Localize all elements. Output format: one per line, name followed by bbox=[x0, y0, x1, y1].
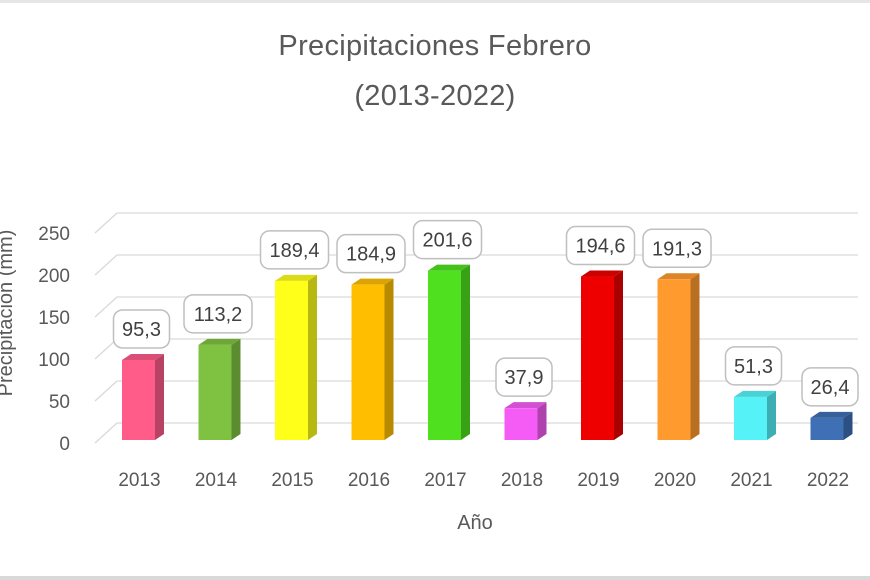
y-tick-label: 200 bbox=[38, 266, 70, 287]
bar-2020 bbox=[657, 273, 700, 440]
bar-2013 bbox=[122, 353, 164, 440]
svg-text:95,3: 95,3 bbox=[122, 319, 161, 341]
x-axis-title: Año bbox=[457, 512, 493, 534]
y-tick-label: 100 bbox=[38, 350, 70, 371]
x-tick-label: 2015 bbox=[271, 470, 313, 491]
data-label-2013: 95,3 bbox=[112, 309, 171, 349]
data-label-2016: 184,9 bbox=[336, 233, 406, 274]
svg-text:26,4: 26,4 bbox=[811, 377, 850, 399]
svg-text:201,6: 201,6 bbox=[422, 230, 472, 252]
chart-subtitle: (2013-2022) bbox=[354, 80, 516, 112]
x-tick-label: 2013 bbox=[118, 470, 160, 491]
bar-2016 bbox=[351, 278, 394, 440]
x-tick-label: 2016 bbox=[348, 470, 390, 491]
svg-text:113,2: 113,2 bbox=[194, 304, 243, 326]
x-tick-label: 2022 bbox=[807, 470, 849, 491]
x-tick-label: 2020 bbox=[654, 470, 696, 491]
data-label-2017: 201,6 bbox=[412, 219, 483, 260]
svg-text:194,6: 194,6 bbox=[575, 236, 625, 258]
bar-2015 bbox=[275, 274, 317, 440]
y-tick-label: 0 bbox=[59, 434, 70, 455]
bar-2022 bbox=[810, 411, 853, 440]
data-label-2020: 191,3 bbox=[642, 228, 712, 269]
y-tick-label: 50 bbox=[49, 392, 70, 413]
svg-text:189,4: 189,4 bbox=[269, 240, 319, 262]
bar-2014 bbox=[198, 338, 241, 440]
bar-2019 bbox=[581, 270, 623, 440]
svg-text:51,3: 51,3 bbox=[734, 356, 773, 378]
data-label-2019: 194,6 bbox=[565, 225, 636, 266]
gridline bbox=[94, 212, 858, 234]
x-tick-label: 2014 bbox=[195, 470, 238, 491]
data-label-2014: 113,2 bbox=[183, 294, 253, 334]
svg-text:184,9: 184,9 bbox=[346, 244, 396, 266]
y-tick-label: 150 bbox=[38, 308, 70, 329]
chart-title: Precipitaciones Febrero bbox=[278, 30, 592, 62]
bar-2018 bbox=[504, 402, 547, 440]
x-tick-label: 2019 bbox=[577, 470, 619, 491]
y-tick-label: 250 bbox=[38, 224, 70, 245]
data-label-2021: 51,3 bbox=[724, 346, 783, 386]
data-label-2015: 189,4 bbox=[259, 230, 330, 270]
bar-2021 bbox=[734, 390, 776, 440]
x-tick-label: 2021 bbox=[730, 470, 772, 491]
x-tick-label: 2018 bbox=[501, 470, 543, 491]
data-label-2018: 37,9 bbox=[495, 357, 553, 397]
svg-text:191,3: 191,3 bbox=[652, 238, 702, 260]
bar-2017 bbox=[428, 264, 470, 440]
x-tick-label: 2017 bbox=[424, 470, 466, 491]
y-axis-title: Precipitación (mm) bbox=[0, 230, 17, 397]
svg-text:37,9: 37,9 bbox=[505, 367, 544, 389]
data-label-2022: 26,4 bbox=[801, 367, 859, 407]
